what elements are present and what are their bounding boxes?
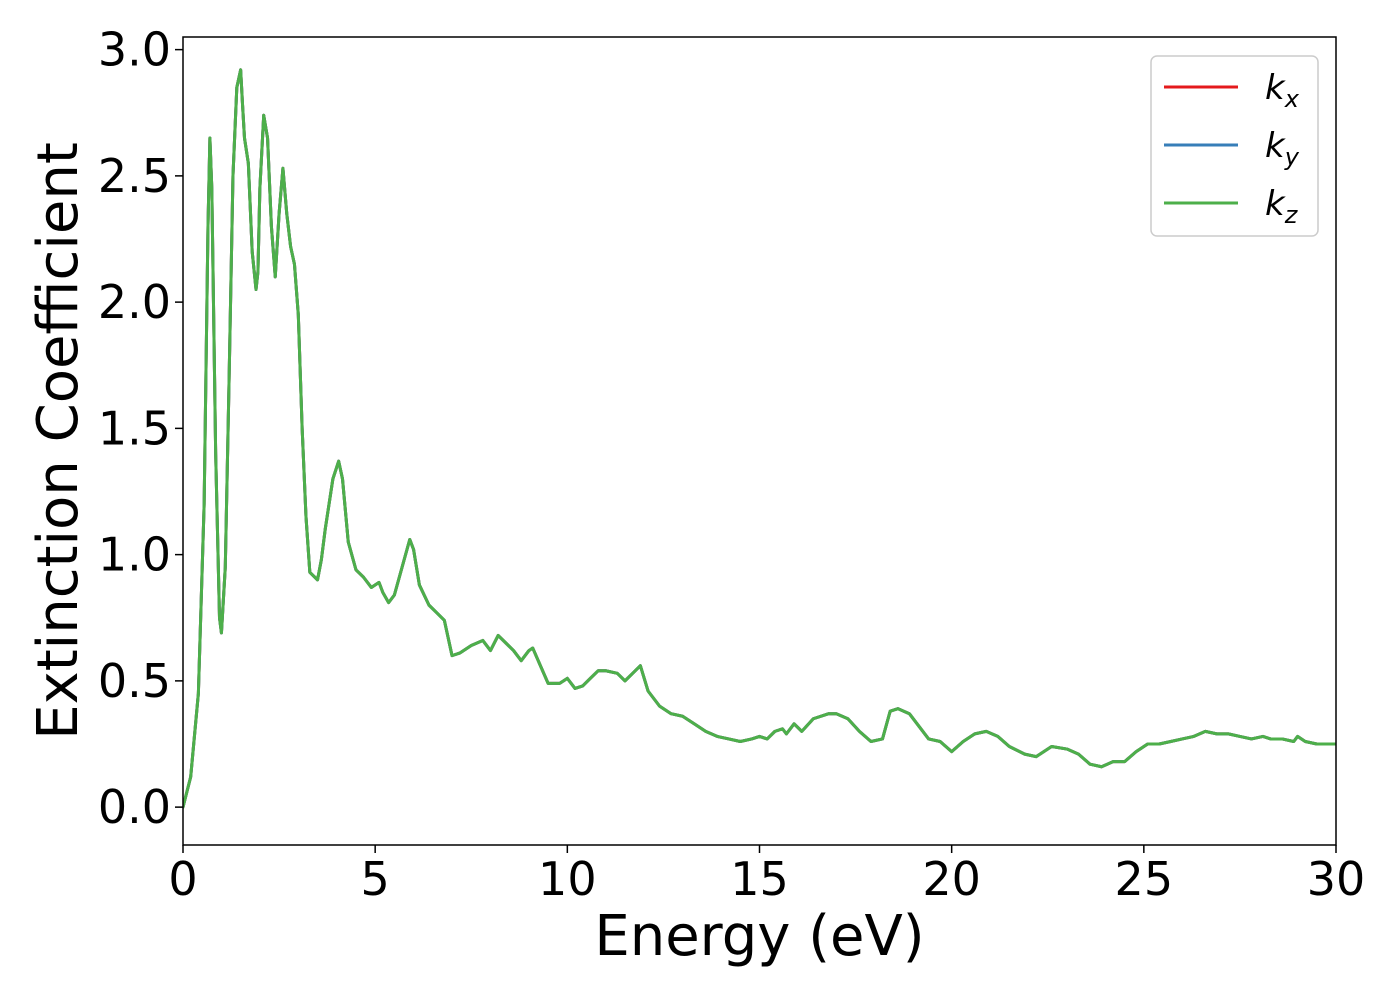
legend-label-base: k (1265, 68, 1286, 108)
x-tick-label: 0 (168, 852, 197, 906)
x-tick-label: 25 (1115, 852, 1174, 906)
y-axis-title: Extinction Coefficient (26, 142, 91, 740)
legend-label-base: k (1265, 126, 1286, 166)
y-tick-label: 0.5 (98, 654, 171, 708)
x-tick-label: 10 (538, 852, 597, 906)
legend-label-kz: kz (1265, 184, 1299, 229)
y-tick-label: 2.5 (98, 149, 171, 203)
y-tick-label: 0.0 (98, 780, 171, 834)
y-tick-label: 2.0 (98, 275, 171, 329)
y-axis: 0.0 0.5 1.0 1.5 2.0 2.5 3.0 (98, 23, 183, 834)
legend-label-subscript: x (1284, 85, 1300, 113)
x-tick-label: 20 (922, 852, 981, 906)
x-axis: 0 5 10 15 20 25 30 (168, 845, 1365, 906)
series-group (183, 68, 1336, 809)
legend-label-base: k (1265, 184, 1286, 224)
y-tick-label: 1.0 (98, 528, 171, 582)
y-tick-label: 1.5 (98, 401, 171, 455)
x-axis-title: Energy (eV) (594, 904, 924, 969)
x-tick-label: 15 (730, 852, 789, 906)
x-tick-label: 30 (1307, 852, 1366, 906)
series-line-k-z (183, 68, 1336, 809)
x-tick-label: 5 (361, 852, 390, 906)
y-tick-label: 3.0 (98, 23, 171, 77)
legend-label-subscript: y (1284, 143, 1300, 171)
legend-label-subscript: z (1284, 201, 1299, 229)
legend-label-ky: ky (1265, 126, 1300, 171)
legend-label-kx: kx (1265, 68, 1300, 113)
